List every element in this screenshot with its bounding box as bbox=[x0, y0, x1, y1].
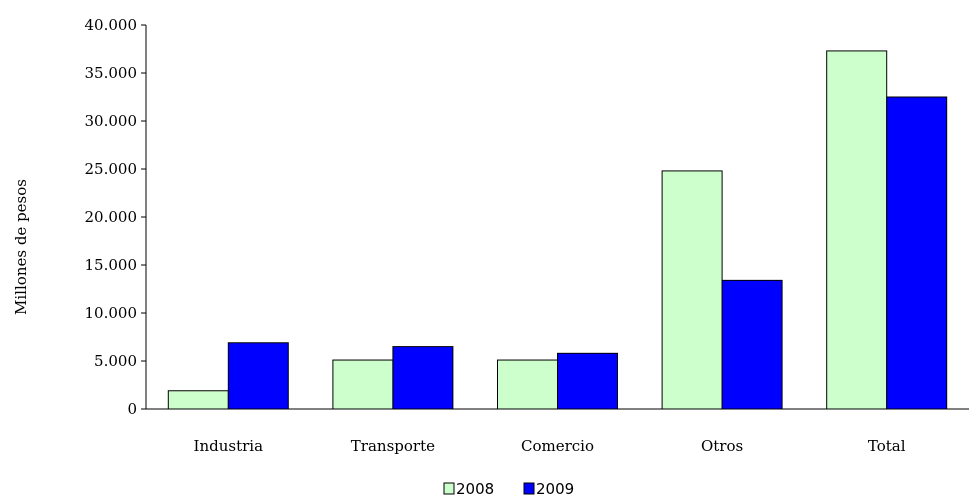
x-tick-label: Transporte bbox=[351, 437, 435, 455]
y-tick-label: 25.000 bbox=[85, 160, 138, 178]
y-tick-label: 15.000 bbox=[85, 256, 138, 274]
y-tick-label: 5.000 bbox=[94, 352, 137, 370]
legend-swatch-2009 bbox=[523, 482, 535, 495]
legend-label: 2008 bbox=[456, 480, 494, 498]
y-tick-label: 0 bbox=[127, 400, 137, 418]
x-tick-label: Industria bbox=[194, 437, 264, 455]
bar-2009-otros bbox=[721, 279, 783, 410]
bar-2009-industria bbox=[227, 342, 289, 410]
x-tick-label: Otros bbox=[701, 437, 743, 455]
y-axis-label: Millones de pesos bbox=[12, 179, 30, 315]
y-axis: 0 5.000 10.000 15.000 20.000 25.000 30.000 35.0… bbox=[85, 16, 146, 418]
legend: 2008 2009 bbox=[443, 480, 574, 498]
bar-2009-transporte bbox=[392, 346, 454, 410]
bar-2008-transporte bbox=[332, 359, 394, 410]
plot-area bbox=[167, 50, 948, 410]
bar-2009-comercio bbox=[557, 352, 618, 410]
bar-2008-total bbox=[826, 50, 888, 410]
x-tick-label: Total bbox=[868, 437, 906, 455]
bar-2008-comercio bbox=[497, 359, 558, 410]
y-tick-label: 10.000 bbox=[85, 304, 138, 322]
legend-label: 2009 bbox=[536, 480, 574, 498]
y-tick-label: 30.000 bbox=[85, 112, 138, 130]
bar-2009-total bbox=[886, 96, 948, 410]
x-tick-label: Comercio bbox=[521, 437, 594, 455]
x-axis: Industria Transporte Comercio Otros Total bbox=[194, 437, 906, 455]
y-tick-label: 40.000 bbox=[85, 16, 138, 34]
y-tick-label: 35.000 bbox=[85, 64, 138, 82]
y-tick-label: 20.000 bbox=[85, 208, 138, 226]
bar-2008-otros bbox=[661, 170, 723, 410]
bar-2008-industria bbox=[167, 390, 229, 410]
legend-swatch-2008 bbox=[443, 482, 455, 495]
